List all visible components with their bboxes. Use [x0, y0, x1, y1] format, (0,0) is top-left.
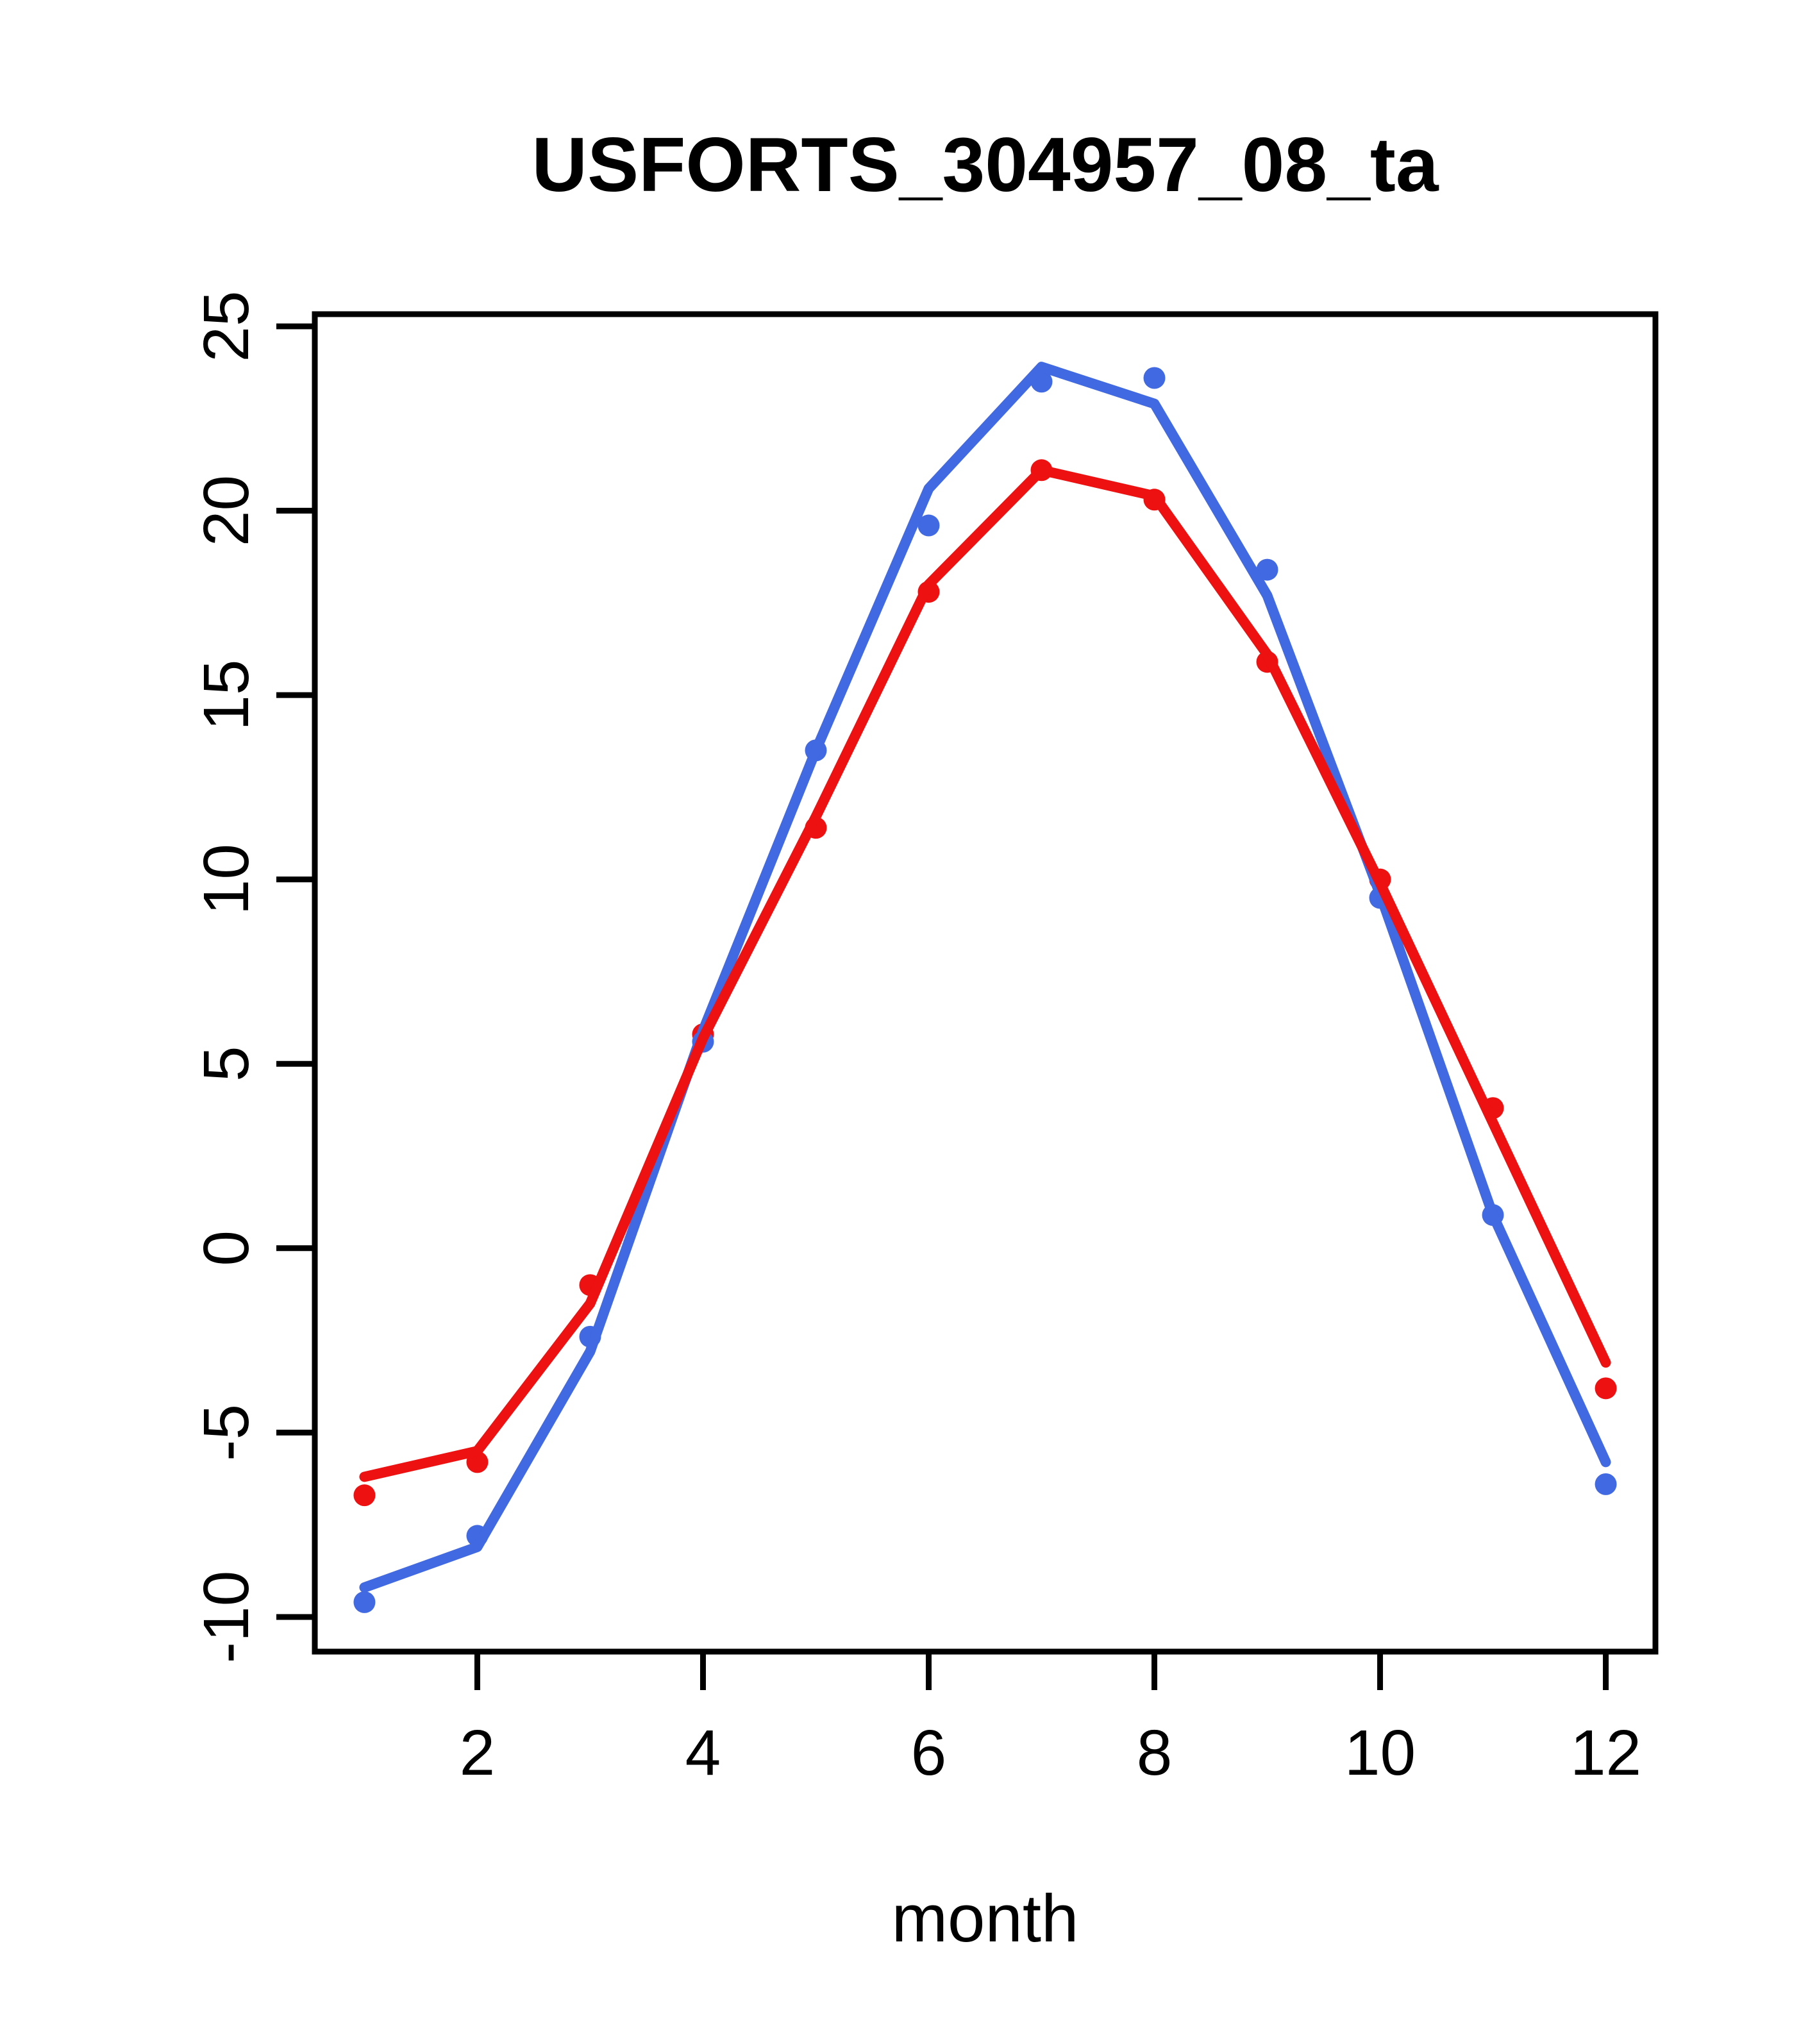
- y-tick-label: 0: [190, 1230, 262, 1266]
- x-tick-label: 8: [1137, 1717, 1173, 1789]
- y-tick-label: 5: [190, 1046, 262, 1082]
- x-tick-label: 6: [911, 1717, 947, 1789]
- series-blue-line: [359, 362, 1611, 1593]
- x-tick-label: 4: [685, 1717, 721, 1789]
- series-blue-point: [917, 514, 940, 537]
- y-tick-label: 25: [190, 290, 262, 362]
- y-tick-label: 20: [190, 475, 262, 546]
- series-blue-point: [1256, 558, 1278, 581]
- chart-title: USFORTS_304957_08_ta: [532, 122, 1439, 208]
- series-red-point: [353, 1484, 376, 1507]
- series-blue-point: [353, 1591, 376, 1613]
- series-red-point: [1595, 1377, 1617, 1400]
- series-blue-point: [1595, 1473, 1617, 1495]
- x-axis-label: month: [891, 1881, 1079, 1956]
- x-tick-label: 2: [460, 1717, 496, 1789]
- series-blue-point: [1143, 367, 1166, 389]
- y-tick-label: 15: [190, 659, 262, 730]
- x-tick-label: 12: [1570, 1717, 1641, 1789]
- y-tick-label: -10: [190, 1571, 262, 1664]
- x-tick-label: 10: [1344, 1717, 1416, 1789]
- series-red-line: [359, 465, 1611, 1482]
- plot-frame: [312, 311, 1659, 1655]
- y-tick-label: -5: [190, 1404, 262, 1461]
- y-tick-label: 10: [190, 844, 262, 915]
